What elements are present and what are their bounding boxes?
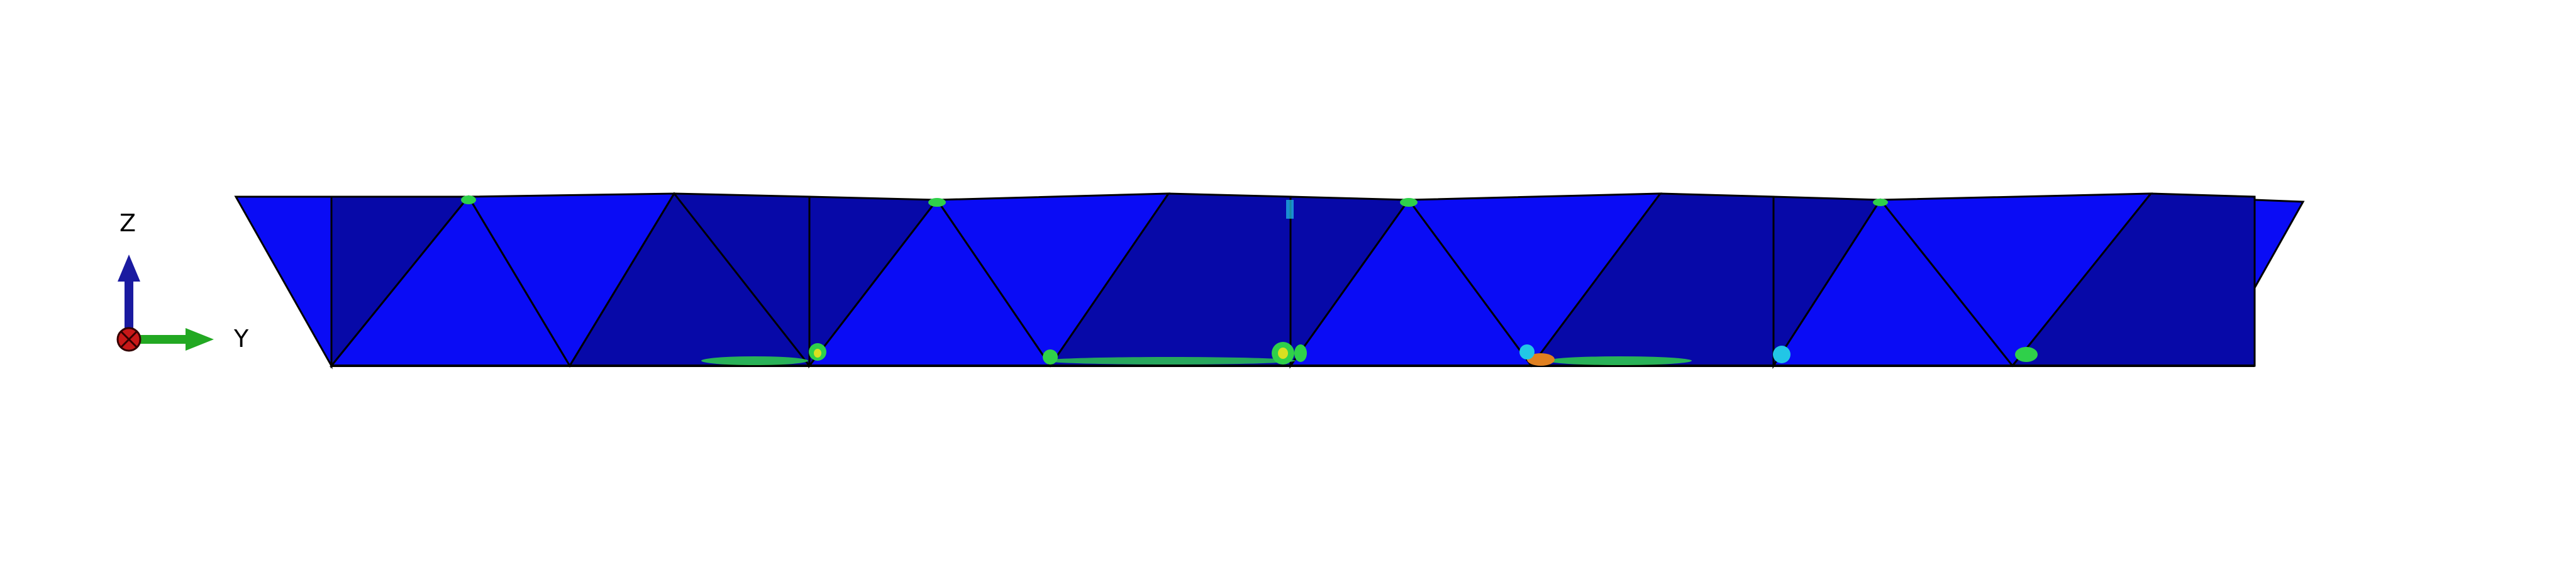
hotspot — [1873, 199, 1888, 206]
truss-structure — [234, 192, 2305, 370]
z-axis-arrowhead — [118, 255, 140, 282]
y-axis-label: Y — [233, 325, 249, 353]
hotspot — [1519, 344, 1535, 359]
hotspot — [1294, 344, 1307, 362]
z-axis-label: Z — [119, 209, 136, 237]
face-1-left-tri — [234, 195, 333, 370]
face-end-right — [2253, 199, 2305, 292]
stress-hotspots — [461, 195, 2038, 366]
hotspot — [1773, 346, 1790, 363]
x-axis-origin-cross — [120, 331, 138, 348]
hotspot — [1547, 356, 1692, 365]
hotspot — [1043, 349, 1058, 365]
hotspot — [1278, 348, 1288, 359]
hotspot — [1400, 198, 1418, 207]
hotspot — [814, 349, 821, 358]
hotspot — [1286, 200, 1294, 219]
hotspot — [1527, 353, 1555, 366]
hotspot — [1044, 357, 1296, 365]
axis-triad: Z Y — [116, 209, 249, 353]
hotspot — [2015, 347, 2038, 362]
y-axis-arrowhead — [186, 328, 214, 351]
hotspot — [701, 356, 808, 365]
hotspot — [928, 198, 946, 207]
hotspot — [461, 195, 476, 204]
